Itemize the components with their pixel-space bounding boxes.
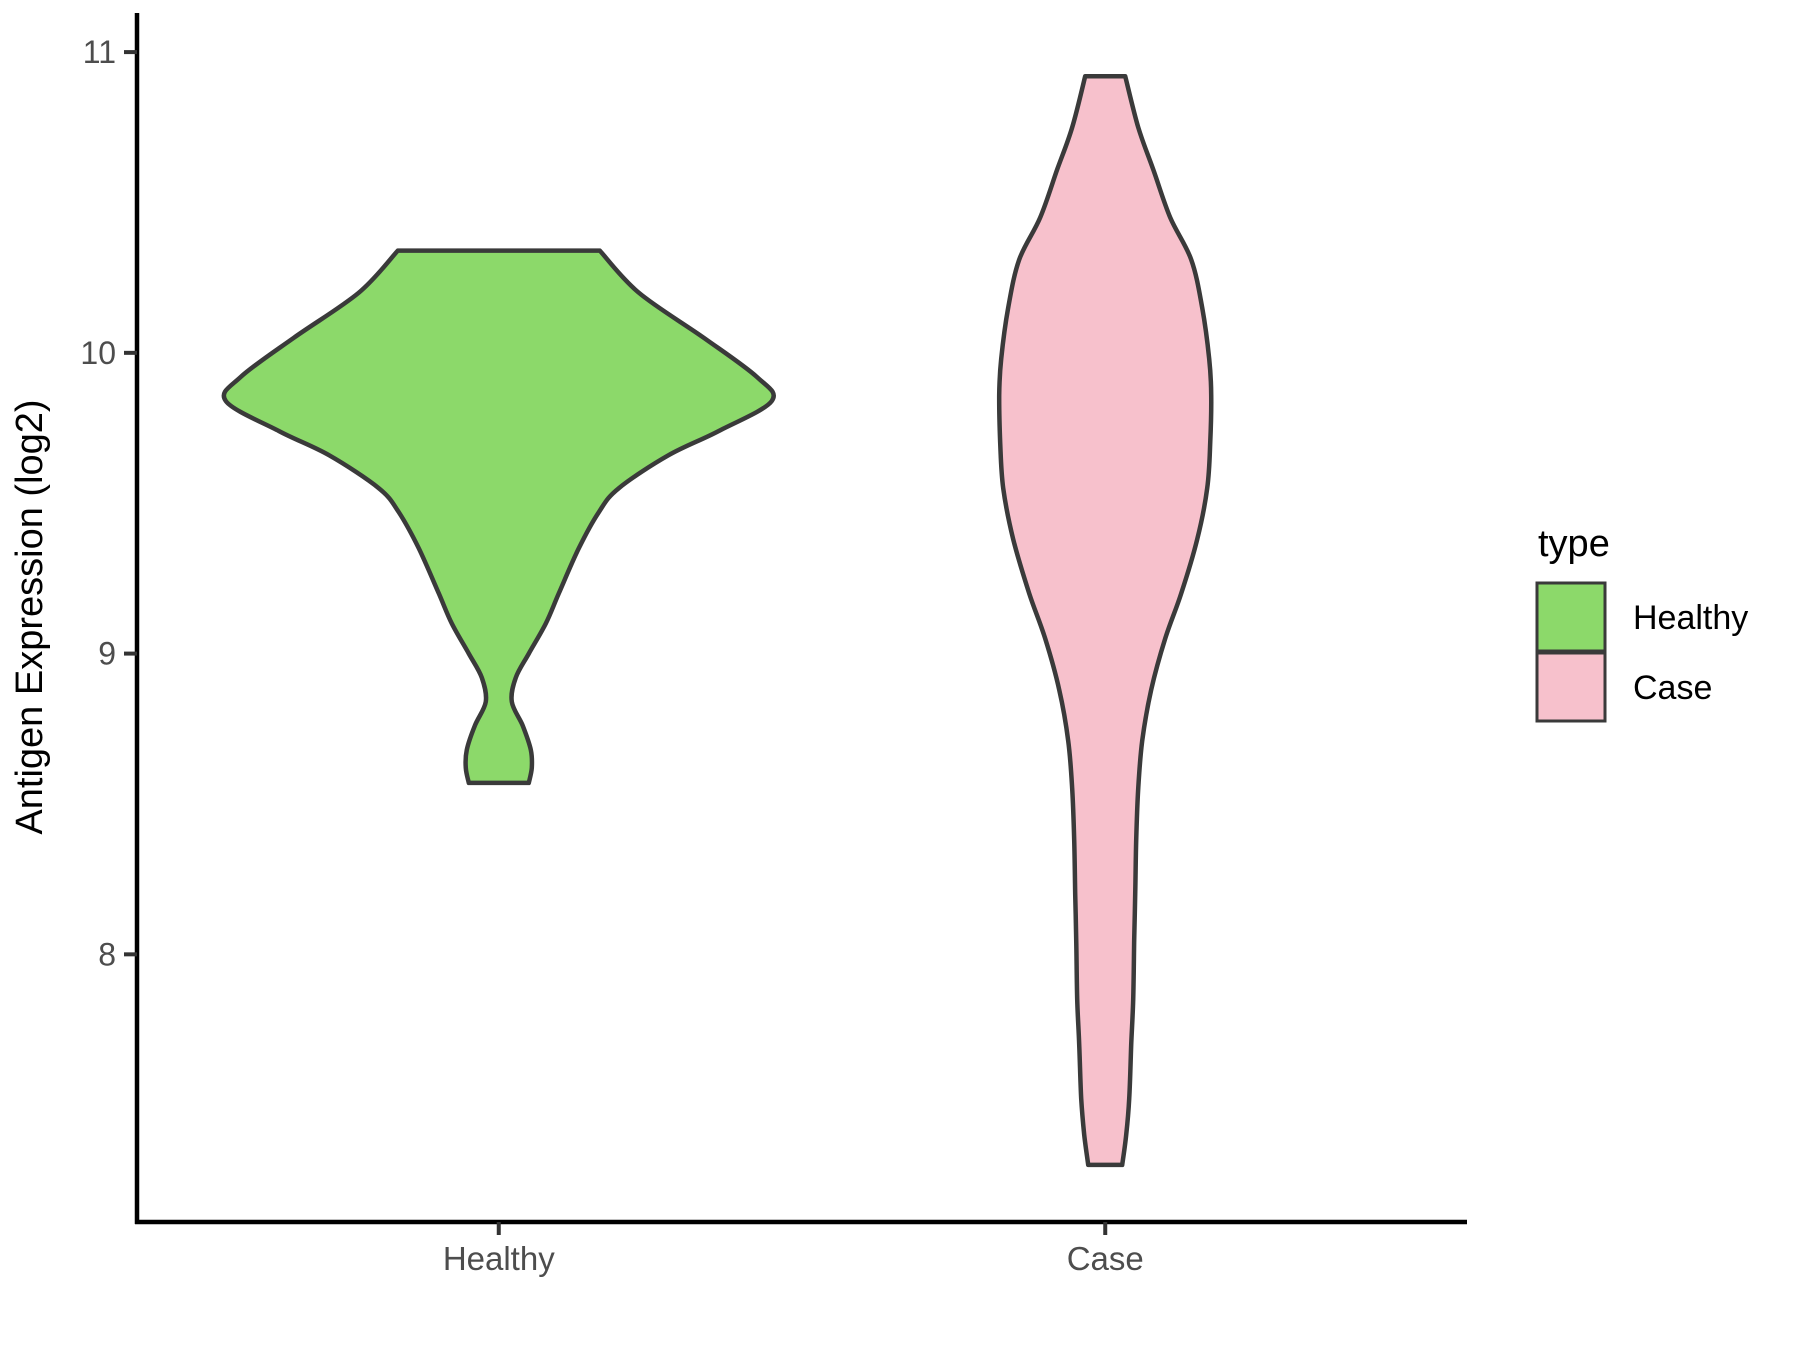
y-tick-label: 10 — [80, 335, 116, 371]
legend-key-case — [1535, 651, 1607, 723]
x-tick-label: Case — [1067, 1240, 1144, 1277]
axes-layer: 8 9 10 11 Healthy Case — [80, 13, 1467, 1277]
violin-case — [996, 73, 1214, 1168]
y-tick-label: 11 — [83, 34, 116, 70]
y-tick-label: 8 — [98, 936, 116, 972]
violins-layer — [221, 73, 1214, 1168]
violin-healthy — [221, 248, 776, 786]
y-tick-label: 9 — [98, 636, 116, 672]
x-tick-label: Healthy — [443, 1240, 555, 1277]
legend-label-case: Case — [1633, 669, 1712, 707]
legend-key-healthy — [1535, 581, 1607, 653]
legend: type Healthy Case — [1535, 523, 1748, 723]
y-axis-title: Antigen Expression (log2) — [9, 399, 51, 834]
legend-title: type — [1538, 523, 1610, 565]
legend-label-healthy: Healthy — [1633, 599, 1748, 637]
